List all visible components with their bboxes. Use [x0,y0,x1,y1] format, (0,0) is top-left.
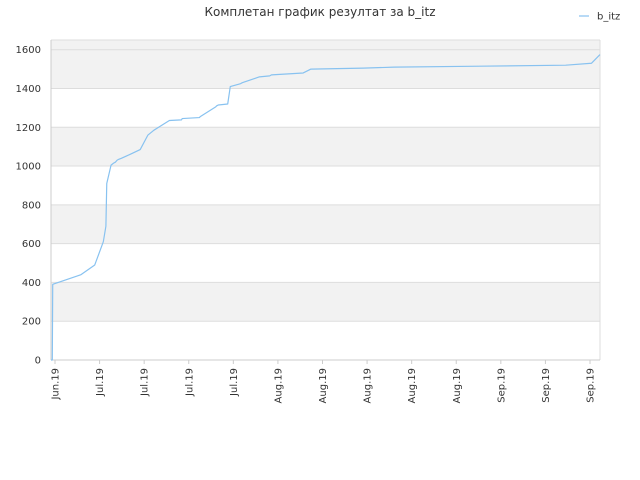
x-tick-label: Jul.19 [229,368,240,397]
background-bands [51,40,600,322]
x-tick-label: Aug.19 [273,368,284,403]
y-tick-label: 1200 [16,123,41,134]
series-line-b_itz [51,54,601,361]
x-tick-label: Jul.19 [184,368,195,397]
x-tick-label: Jun.19 [51,368,62,401]
legend: b_itz [579,12,620,23]
x-tick-label: Jul.19 [140,368,151,397]
y-tick-label: 800 [22,200,41,211]
x-tick-labels: Jun.19 Jul.19 Jul.19 Jul.19 Jul.19 Aug.19 Aug.… [51,360,597,403]
x-tick-label: Sep.19 [541,368,552,403]
grid-band [51,127,600,167]
x-tick-label: Aug.19 [363,368,374,403]
series-layer [51,54,601,361]
y-tick-label: 400 [22,278,41,289]
y-tick-label: 1600 [16,45,41,56]
gridlines [51,39,600,361]
y-tick-label: 1000 [16,162,41,173]
x-tick-label: Sep.19 [586,368,597,403]
y-tick-label: 0 [35,356,41,367]
chart-title: Комплетан график резултат за b_itz [204,5,435,19]
x-tick-label: Aug.19 [407,368,418,403]
x-tick-label: Sep.19 [496,368,507,403]
x-tick-label: Aug.19 [452,368,463,403]
legend-label: b_itz [597,12,620,23]
y-tick-label: 200 [22,317,41,328]
y-tick-labels: 0 200 400 600 800 1000 1200 1400 1600 [16,45,41,366]
grid-band [51,204,600,244]
x-tick-label: Aug.19 [318,368,329,403]
grid-band [51,282,600,322]
axes [50,40,601,361]
x-tick-label: Jul.19 [95,368,106,397]
y-tick-label: 600 [22,239,41,250]
y-tick-label: 1400 [16,84,41,95]
grid-band [51,40,600,50]
